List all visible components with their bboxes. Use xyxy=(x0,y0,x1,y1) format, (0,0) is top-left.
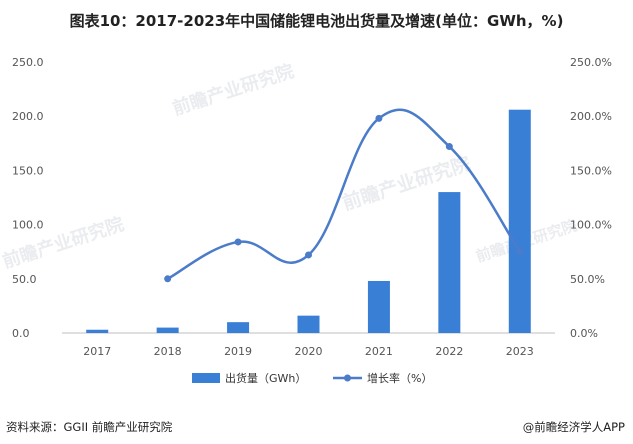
legend-bar-swatch xyxy=(192,373,220,383)
right-tick-label: 100.0% xyxy=(570,219,612,232)
left-tick-label: 200.0 xyxy=(12,110,44,123)
right-axis-ticks: 0.0% 50.0% 100.0% 150.0% 200.0% 250.0% xyxy=(570,56,612,340)
source-note: 资料来源：GGII 前瞻产业研究院 xyxy=(6,420,173,434)
bar xyxy=(86,329,109,333)
right-tick-label: 250.0% xyxy=(570,56,612,69)
line-point xyxy=(305,251,312,259)
left-tick-label: 150.0 xyxy=(12,164,44,177)
x-tick-label: 2020 xyxy=(295,345,323,358)
legend-line-marker xyxy=(344,374,351,382)
watermarks: 前瞻产业研究院前瞻产业研究院前瞻产业研究院前瞻产业研究院 xyxy=(0,60,579,273)
line-point xyxy=(516,248,524,256)
line-point xyxy=(234,238,242,246)
left-axis-ticks: 0.0 50.0 100.0 150.0 200.0 250.0 xyxy=(12,56,44,340)
line-point xyxy=(445,143,453,151)
right-tick-label: 50.0% xyxy=(570,273,605,286)
legend-bar-label: 出货量（GWh） xyxy=(225,371,306,385)
right-tick-label: 150.0% xyxy=(570,164,612,177)
line-series xyxy=(164,108,524,283)
left-tick-label: 250.0 xyxy=(12,56,44,69)
right-tick-label: 0.0% xyxy=(570,327,598,340)
left-tick-label: 100.0 xyxy=(12,219,44,232)
bar xyxy=(156,327,179,333)
x-tick-label: 2019 xyxy=(224,345,252,358)
legend-line-label: 增长率（%） xyxy=(367,371,432,385)
x-axis-labels: 2017 2018 2019 2020 2021 2022 2023 xyxy=(83,345,534,358)
x-tick-label: 2022 xyxy=(435,345,463,358)
credit-note: @前瞻经济学人APP xyxy=(522,420,625,434)
chart-title: 图表10：2017-2023年中国储能锂电池出货量及增速(单位：GWh，%) xyxy=(69,12,564,30)
right-tick-label: 200.0% xyxy=(570,110,612,123)
line-point xyxy=(375,114,383,122)
legend: 出货量（GWh） 增长率（%） xyxy=(192,371,432,385)
bar xyxy=(297,315,320,333)
left-tick-label: 50.0 xyxy=(12,273,37,286)
x-tick-label: 2021 xyxy=(365,345,393,358)
bar xyxy=(438,192,461,333)
watermark-text: 前瞻产业研究院 xyxy=(170,60,297,120)
x-tick-label: 2017 xyxy=(83,345,111,358)
line-point xyxy=(164,275,172,283)
x-tick-label: 2018 xyxy=(154,345,182,358)
left-tick-label: 0.0 xyxy=(12,327,30,340)
bar xyxy=(508,109,531,333)
bar xyxy=(367,280,390,333)
bar-series xyxy=(86,109,531,333)
x-tick-label: 2023 xyxy=(506,345,534,358)
bar xyxy=(227,322,250,333)
